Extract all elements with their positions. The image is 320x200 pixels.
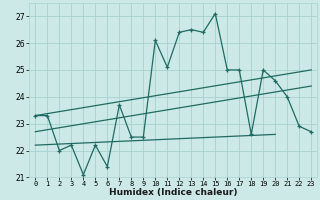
X-axis label: Humidex (Indice chaleur): Humidex (Indice chaleur) <box>109 188 237 197</box>
